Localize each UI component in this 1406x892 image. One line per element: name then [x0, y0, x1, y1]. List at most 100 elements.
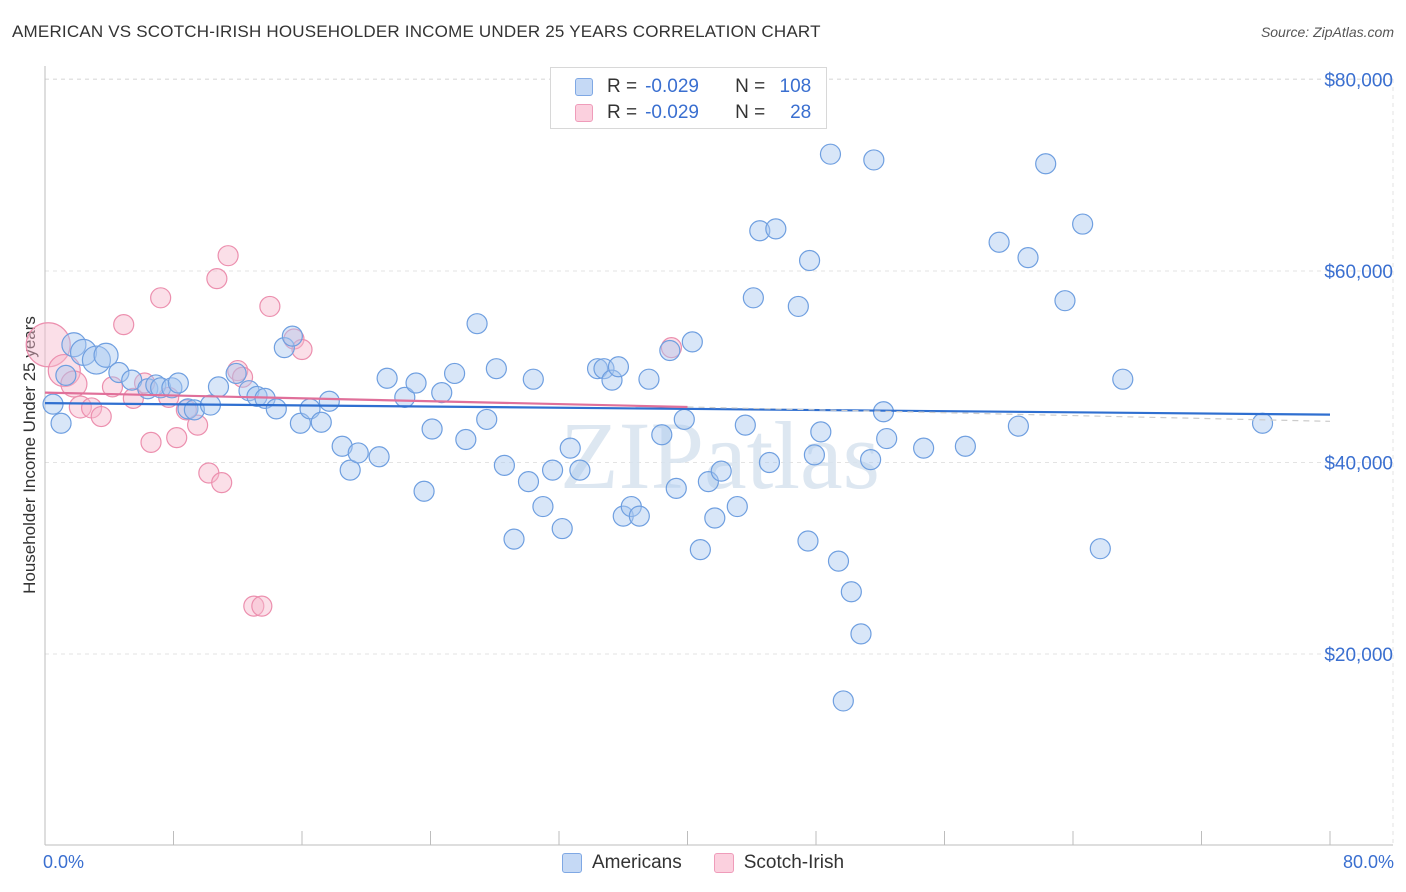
americans-points [42, 143, 1274, 712]
scotch-irish-point [68, 395, 92, 419]
americans-point [765, 218, 787, 240]
americans-point [742, 287, 764, 309]
americans-point [347, 442, 369, 464]
scotch-irish-point [150, 287, 172, 309]
americans-point [787, 295, 809, 318]
americans-swatch [575, 78, 593, 96]
americans-point [405, 372, 427, 394]
americans-point [913, 437, 935, 459]
americans-point [1251, 412, 1274, 434]
americans-point [681, 331, 703, 353]
americans-point [339, 459, 361, 481]
americans-point [1017, 246, 1039, 269]
axes [44, 66, 1393, 846]
americans-point [421, 418, 443, 440]
x-tick-min: 0.0% [43, 852, 85, 872]
americans-point [863, 149, 885, 171]
x-tick-max: 80.0% [1342, 852, 1394, 872]
scotch-irish-point [206, 268, 228, 290]
trend-lines [44, 391, 1331, 422]
americans-point [586, 358, 609, 380]
americans-point [485, 358, 507, 380]
americans-point [628, 505, 650, 527]
americans-point [503, 528, 525, 550]
y-tick-label: $60,000 [1324, 262, 1393, 283]
americans-point [819, 143, 842, 165]
scotch-irish-point [251, 595, 273, 617]
scotch-irish-point [211, 472, 233, 494]
watermark: ZIPatlas [560, 402, 880, 509]
n-value: 108 [779, 76, 812, 97]
stats-legend: R = -0.029 N = 108 R = -0.029 N = 28 [550, 67, 827, 129]
scotch-irish-point [113, 314, 135, 336]
y-tick-label: $40,000 [1324, 454, 1393, 475]
legend-item-scotch-irish[interactable]: Scotch-Irish [713, 852, 845, 874]
americans-point [954, 435, 976, 457]
americans-point [665, 477, 687, 499]
americans-point [532, 495, 554, 518]
americans-point [876, 427, 898, 450]
legend-label-scotch-irish: Scotch-Irish [743, 852, 845, 873]
americans-point [810, 421, 832, 443]
americans-point [1054, 290, 1076, 312]
americans-point [803, 444, 825, 466]
legend-item-americans[interactable]: Americans [561, 852, 682, 874]
americans-point [150, 377, 172, 399]
americans-point [55, 364, 77, 386]
americans-point [517, 471, 540, 493]
series-legend: Americans Scotch-Irish [0, 852, 1406, 874]
scotch-irish-point [231, 366, 254, 388]
stats-legend-row-scotch-irish: R = -0.029 N = 28 [575, 101, 811, 125]
source-label: Source: ZipAtlas.com [1260, 24, 1394, 40]
chart-title: AMERICAN VS SCOTCH-IRISH HOUSEHOLDER INC… [12, 22, 821, 41]
americans-point [840, 581, 862, 603]
y-tick-label: $20,000 [1324, 645, 1393, 666]
americans-point [331, 435, 353, 457]
americans-point [1072, 213, 1094, 235]
americans-point [638, 368, 660, 390]
americans-point [431, 382, 453, 404]
americans-point [207, 376, 230, 398]
americans-point [541, 459, 564, 481]
n-label: N = [735, 76, 766, 97]
scotch-irish-trend-extension [687, 406, 1331, 422]
y-tick-labels: $20,000 $40,000 $60,000 $80,000 [1324, 71, 1393, 667]
r-value: -0.029 [645, 76, 699, 97]
americans-point [551, 517, 573, 540]
americans-point [827, 550, 850, 572]
scotch-irish-trend-line [44, 391, 688, 409]
americans-trend-line [44, 402, 1331, 416]
americans-point [607, 356, 630, 378]
americans-point [559, 437, 581, 459]
n-label: N = [735, 102, 766, 123]
americans-point [726, 495, 748, 518]
scotch-irish-point [90, 405, 112, 428]
r-label: R = [607, 76, 638, 97]
americans-point [225, 362, 247, 385]
n-value: 28 [790, 102, 812, 123]
americans-point [1089, 538, 1111, 560]
americans-point [734, 414, 756, 436]
scotch-irish-swatch [575, 104, 593, 122]
americans-point [797, 530, 819, 552]
scotch-irish-legend-swatch [713, 853, 734, 873]
americans-point [651, 424, 673, 446]
americans-point [167, 372, 189, 394]
scotch-irish-point [133, 372, 156, 394]
americans-point [108, 361, 130, 384]
americans-point [368, 446, 390, 468]
americans-point [850, 623, 872, 645]
scotch-irish-point [217, 245, 239, 267]
americans-point [50, 412, 72, 434]
americans-point [659, 339, 681, 362]
americans-point [61, 332, 87, 358]
americans-point [673, 408, 695, 431]
americans-point [318, 390, 340, 412]
stats-legend-row-americans: R = -0.029 N = 108 [575, 75, 811, 99]
americans-point [710, 460, 732, 482]
americans-point [1112, 368, 1134, 390]
americans-point [281, 325, 303, 347]
americans-point [413, 480, 435, 502]
americans-point [569, 459, 591, 481]
legend-label-americans: Americans [591, 852, 682, 873]
